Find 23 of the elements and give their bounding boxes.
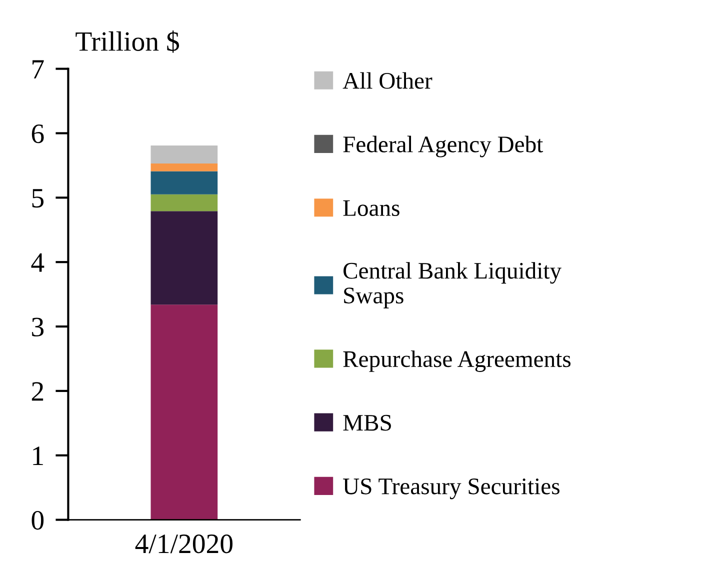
legend-label: Federal Agency Debt [343, 136, 544, 158]
y-tick-label: 1 [33, 446, 43, 465]
bar [150, 145, 218, 164]
bar [150, 211, 218, 305]
y-tick-label: 0 [32, 510, 44, 530]
legend-label: US Treasury Securities [343, 478, 560, 500]
bar [150, 194, 218, 212]
legend-label: MBS [343, 414, 391, 431]
y-tick-label: 4 [31, 253, 44, 272]
legend-label: All Other [342, 72, 432, 89]
legend-label: Repurchase Agreements [343, 350, 571, 372]
bar [150, 304, 218, 520]
y-axis-title: Trillion $ [76, 30, 180, 53]
legend-label: Loans [343, 200, 400, 216]
x-tick-label: 4/1/2020 [135, 534, 232, 554]
y-tick-label: 5 [32, 189, 44, 208]
y-tick-label: 7 [32, 60, 44, 78]
y-tick-label: 6 [32, 124, 44, 144]
y-tick-label: 2 [32, 382, 44, 401]
legend-label: Central Bank Liquidity Swaps [344, 262, 562, 308]
y-tick-label: 3 [32, 318, 44, 336]
bar [150, 164, 218, 172]
bar [150, 171, 218, 194]
